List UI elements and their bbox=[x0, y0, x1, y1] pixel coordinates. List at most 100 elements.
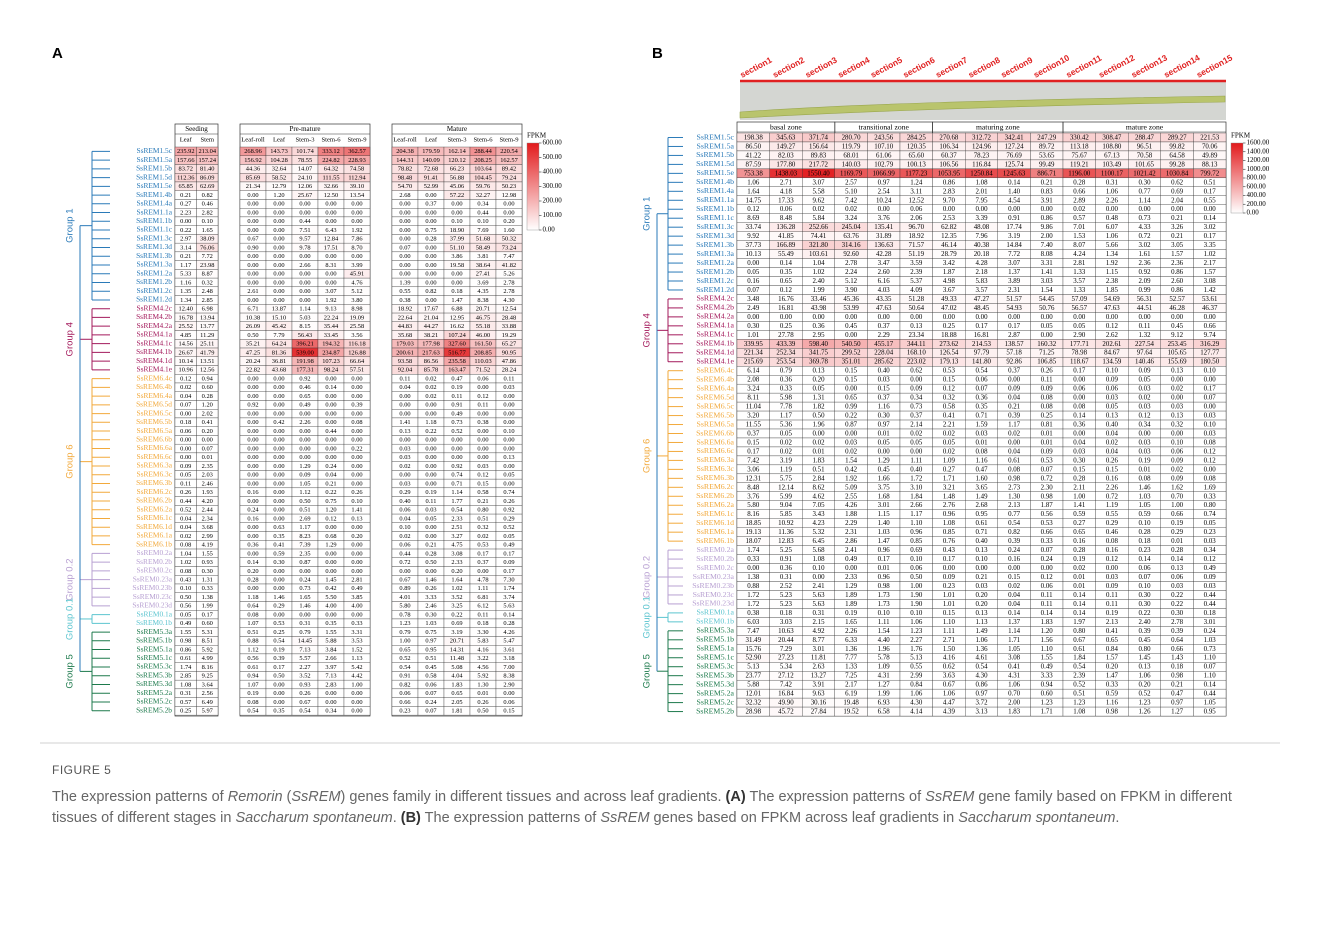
cell-value: 41.79 bbox=[200, 349, 214, 356]
cell-value: 0.00 bbox=[351, 542, 362, 549]
cell-value: 0.97 bbox=[1171, 700, 1184, 707]
cell-value: 0.09 bbox=[943, 574, 956, 581]
cell-value: 0.41 bbox=[202, 419, 213, 426]
cell-value: 0.40 bbox=[910, 466, 923, 473]
cell-value: 0.07 bbox=[1204, 664, 1217, 671]
cell-value: 0.00 bbox=[273, 227, 284, 234]
cell-value: 38.64 bbox=[476, 262, 491, 269]
cell-value: 321.80 bbox=[809, 242, 829, 249]
cell-value: 0.00 bbox=[299, 437, 310, 444]
cell-value: 0.00 bbox=[1138, 314, 1151, 321]
gene-label: SsREM6.6a bbox=[697, 437, 735, 446]
cell-value: 0.00 bbox=[299, 445, 310, 452]
cell-value: 0.00 bbox=[1106, 206, 1119, 213]
cell-value: 0.30 bbox=[1073, 457, 1086, 464]
cell-value: 0.31 bbox=[1106, 179, 1119, 186]
cell-value: 345.63 bbox=[776, 134, 796, 141]
cell-value: 7.40 bbox=[1041, 242, 1054, 249]
cell-value: 221.34 bbox=[744, 350, 764, 357]
cell-value: 5.13 bbox=[910, 655, 923, 662]
cell-value: 7.47 bbox=[503, 253, 515, 260]
cell-value: 92.86 bbox=[1006, 359, 1022, 366]
cell-value: 12.31 bbox=[746, 475, 762, 482]
cell-value: 98.48 bbox=[398, 174, 412, 181]
cell-value: 0.00 bbox=[1041, 206, 1054, 213]
cell-value: 0.04 bbox=[1008, 395, 1021, 402]
cell-value: 1.65 bbox=[299, 594, 310, 601]
cell-value: 47.63 bbox=[1104, 305, 1120, 312]
gene-label: SsREM6.1c bbox=[697, 509, 735, 518]
cell-value: 2.26 bbox=[1106, 197, 1119, 204]
caption-run: Remorin bbox=[228, 789, 283, 805]
cell-value: 0.92 bbox=[1138, 269, 1151, 276]
cell-value: 53.65 bbox=[1039, 152, 1055, 159]
cell-value: 208.85 bbox=[474, 349, 492, 356]
gene-label: SsREM6.2b bbox=[696, 491, 734, 500]
cell-value: 2.55 bbox=[845, 493, 858, 500]
cell-value: 0.36 bbox=[780, 377, 793, 384]
cell-value: 1.77 bbox=[451, 498, 463, 505]
cell-value: 1.84 bbox=[1073, 655, 1086, 662]
cell-value: 21.34 bbox=[246, 183, 261, 190]
cell-value: 0.35 bbox=[325, 620, 336, 627]
cell-value: 3.76 bbox=[878, 215, 891, 222]
cell-value: 0.00 bbox=[273, 681, 284, 688]
cell-value: 27.41 bbox=[476, 271, 490, 278]
cell-value: 0.09 bbox=[1008, 386, 1021, 393]
cell-value: 0.00 bbox=[247, 410, 258, 417]
cell-value: 4.75 bbox=[451, 542, 462, 549]
cell-value: 0.00 bbox=[299, 201, 310, 208]
cell-value: 0.00 bbox=[1041, 332, 1054, 339]
cell-value: 37.73 bbox=[746, 242, 762, 249]
cell-value: 0.85 bbox=[943, 529, 956, 536]
cell-value: 3.74 bbox=[503, 594, 515, 601]
column-label: Stem bbox=[200, 137, 214, 144]
cell-value: 0.49 bbox=[1204, 565, 1217, 572]
cell-value: 140.03 bbox=[842, 161, 862, 168]
cell-value: 0.91 bbox=[1008, 215, 1021, 222]
gene-label: SsREM5.1b bbox=[696, 635, 734, 644]
cell-value: 0.00 bbox=[247, 463, 258, 470]
cell-value: 1.06 bbox=[1106, 233, 1119, 240]
cell-value: 49.90 bbox=[778, 700, 794, 707]
cell-value: 0.86 bbox=[975, 682, 988, 689]
cell-value: 0.13 bbox=[910, 323, 923, 330]
cell-value: 38.09 bbox=[200, 236, 214, 243]
cell-value: 0.37 bbox=[910, 413, 923, 420]
cell-value: 0.91 bbox=[780, 556, 793, 563]
cell-value: 17.51 bbox=[324, 244, 338, 251]
colorbar-tick-label: 0.00 bbox=[543, 226, 556, 234]
cell-value: 0.15 bbox=[1073, 466, 1086, 473]
gene-label: SsREM1.3d bbox=[136, 242, 172, 251]
cell-value: 1.30 bbox=[1008, 493, 1021, 500]
cell-value: 0.33 bbox=[747, 556, 760, 563]
cell-value: 0.23 bbox=[1138, 547, 1151, 554]
cell-value: 3.24 bbox=[845, 215, 858, 222]
cell-value: 19.48 bbox=[843, 700, 859, 707]
cell-value: 3.07 bbox=[812, 179, 825, 186]
gene-label: SsREM1.5d bbox=[696, 159, 734, 168]
cell-value: 1.68 bbox=[878, 493, 891, 500]
cell-value: 2.81 bbox=[351, 576, 362, 583]
cell-value: 0.44 bbox=[299, 218, 311, 225]
cell-value: 0.22 bbox=[845, 413, 858, 420]
cell-value: 7.69 bbox=[477, 227, 488, 234]
cell-value: 1.59 bbox=[975, 422, 988, 429]
gene-label: SsREM4.1c bbox=[697, 330, 735, 339]
cell-value: 0.68 bbox=[325, 533, 336, 540]
gene-label: SsREM1.1b bbox=[696, 204, 734, 213]
cell-value: 0.98 bbox=[878, 583, 891, 590]
cell-value: 3.13 bbox=[975, 709, 988, 716]
cell-value: 0.49 bbox=[351, 585, 362, 592]
cell-value: 11.81 bbox=[811, 655, 827, 662]
cell-value: 2.60 bbox=[1171, 278, 1184, 285]
cell-value: 0.82 bbox=[399, 681, 410, 688]
cell-value: 30.16 bbox=[811, 700, 827, 707]
cell-value: 1.74 bbox=[747, 547, 760, 554]
cell-value: 0.14 bbox=[1073, 601, 1086, 608]
cell-value: 0.10 bbox=[1204, 422, 1217, 429]
cell-value: 1.06 bbox=[1106, 188, 1119, 195]
caption-run: genes based on FPKM across leaf gradient… bbox=[650, 810, 959, 826]
cell-value: 1.60 bbox=[503, 227, 514, 234]
cell-value: 0.39 bbox=[351, 402, 362, 409]
